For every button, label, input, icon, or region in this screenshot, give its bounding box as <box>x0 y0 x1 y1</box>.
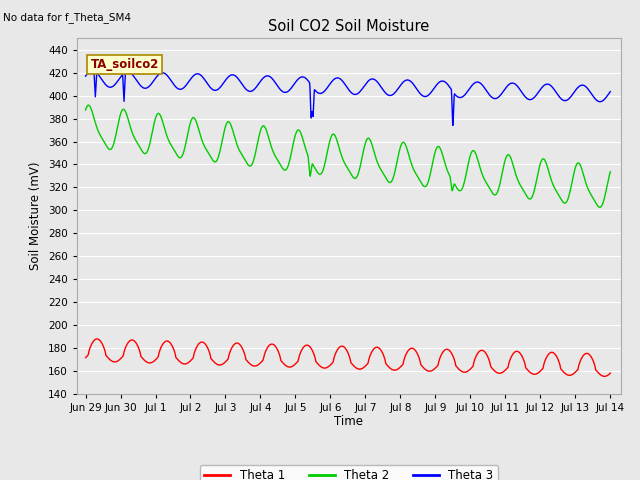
Theta 2 <box>596 204 604 210</box>
Theta 1 <box>381 355 388 361</box>
Theta 2 <box>123 111 131 117</box>
X-axis label: Time: Time <box>334 415 364 429</box>
Theta 2 <box>144 147 152 153</box>
Theta 2 <box>316 171 323 177</box>
Theta 3 <box>316 91 323 96</box>
Theta 3 <box>82 73 90 79</box>
Text: TA_soilco2: TA_soilco2 <box>90 58 159 71</box>
Theta 1 <box>93 336 101 342</box>
Theta 1 <box>607 370 614 376</box>
Theta 2 <box>82 107 90 113</box>
Theta 3 <box>305 78 312 84</box>
Theta 3 <box>89 68 97 73</box>
Title: Soil CO2 Soil Moisture: Soil CO2 Soil Moisture <box>268 20 429 35</box>
Text: No data for f_Theta_SM4: No data for f_Theta_SM4 <box>3 12 131 23</box>
Theta 3 <box>449 122 456 128</box>
Theta 1 <box>600 373 608 379</box>
Theta 3 <box>325 83 333 88</box>
Theta 1 <box>144 360 152 365</box>
Line: Theta 1: Theta 1 <box>86 339 611 376</box>
Theta 2 <box>305 158 312 164</box>
Theta 2 <box>84 102 92 108</box>
Theta 3 <box>607 89 614 95</box>
Theta 1 <box>316 362 323 368</box>
Theta 1 <box>123 343 131 348</box>
Legend: Theta 1, Theta 2, Theta 3: Theta 1, Theta 2, Theta 3 <box>200 465 498 480</box>
Theta 3 <box>123 69 131 75</box>
Theta 2 <box>607 169 614 175</box>
Line: Theta 2: Theta 2 <box>86 105 611 207</box>
Theta 1 <box>82 355 90 360</box>
Theta 2 <box>381 173 388 179</box>
Theta 3 <box>381 89 388 95</box>
Theta 3 <box>144 84 152 90</box>
Line: Theta 3: Theta 3 <box>86 71 611 125</box>
Theta 2 <box>325 142 333 148</box>
Theta 1 <box>325 363 333 369</box>
Y-axis label: Soil Moisture (mV): Soil Moisture (mV) <box>29 162 42 270</box>
Theta 1 <box>305 343 312 348</box>
